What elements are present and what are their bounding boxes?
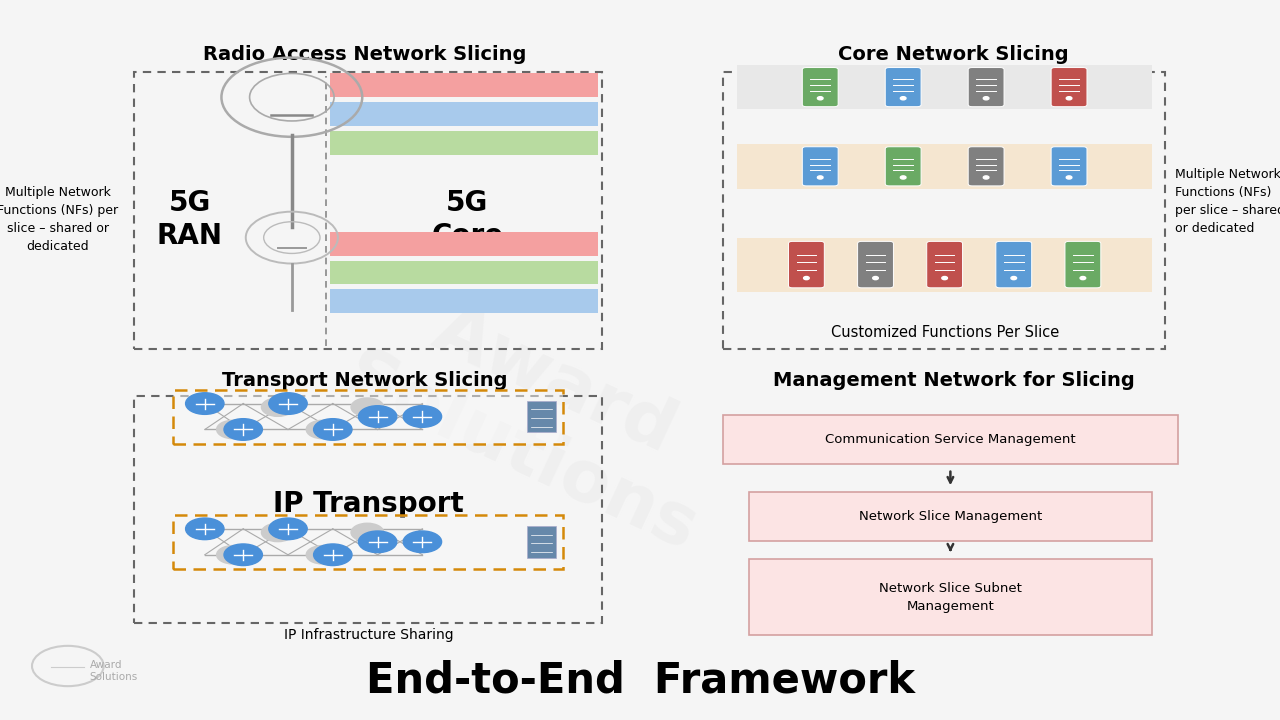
Text: End-to-End  Framework: End-to-End Framework (366, 660, 914, 701)
Bar (134, 72, 602, 349)
Bar (723, 415, 1178, 464)
FancyBboxPatch shape (968, 147, 1004, 186)
Text: 5G
Core: 5G Core (431, 189, 503, 250)
FancyBboxPatch shape (803, 68, 838, 107)
Circle shape (942, 276, 947, 279)
Text: Radio Access Network Slicing: Radio Access Network Slicing (204, 45, 526, 63)
FancyBboxPatch shape (1051, 68, 1087, 107)
Circle shape (306, 420, 339, 438)
Bar (749, 492, 1152, 541)
Text: Award: Award (90, 660, 122, 670)
FancyBboxPatch shape (788, 241, 824, 288)
Bar (749, 559, 1152, 635)
Circle shape (351, 523, 384, 541)
Circle shape (269, 393, 307, 415)
Circle shape (314, 544, 352, 566)
Circle shape (186, 518, 224, 540)
FancyBboxPatch shape (968, 68, 1004, 107)
Bar (330, 232, 598, 256)
Text: Communication Service Management: Communication Service Management (826, 433, 1075, 446)
Circle shape (1066, 96, 1071, 100)
Text: IP Infrastructure Sharing: IP Infrastructure Sharing (284, 628, 453, 642)
Circle shape (224, 419, 262, 441)
FancyBboxPatch shape (858, 241, 893, 288)
Circle shape (900, 176, 906, 179)
Bar (134, 396, 602, 623)
Text: IP Transport: IP Transport (273, 490, 465, 518)
Bar (330, 289, 598, 313)
Circle shape (818, 96, 823, 100)
Bar (737, 65, 1152, 109)
Text: Transport Network Slicing: Transport Network Slicing (221, 371, 508, 390)
Bar (173, 390, 563, 444)
Bar (330, 102, 598, 126)
Circle shape (314, 419, 352, 441)
Circle shape (358, 405, 397, 427)
Circle shape (1011, 276, 1016, 279)
Circle shape (261, 523, 294, 541)
Circle shape (224, 544, 262, 566)
Circle shape (403, 531, 442, 553)
FancyBboxPatch shape (886, 68, 922, 107)
Text: Network Slice Management: Network Slice Management (859, 510, 1042, 523)
Circle shape (983, 176, 989, 179)
Circle shape (403, 405, 442, 427)
Circle shape (804, 276, 809, 279)
Text: Solutions: Solutions (90, 672, 138, 682)
Bar (527, 526, 556, 557)
Circle shape (261, 398, 294, 416)
Text: Core Network Slicing: Core Network Slicing (838, 45, 1069, 63)
Bar (173, 390, 563, 444)
Bar (330, 131, 598, 155)
FancyBboxPatch shape (996, 241, 1032, 288)
Circle shape (873, 276, 878, 279)
Bar (173, 515, 563, 569)
Text: Network Slice Subnet
Management: Network Slice Subnet Management (879, 582, 1021, 613)
Text: Multiple Network
Functions (NFs) per
slice – shared or
dedicated: Multiple Network Functions (NFs) per sli… (0, 186, 118, 253)
Circle shape (216, 546, 250, 564)
Text: Award
Solutions: Award Solutions (333, 269, 742, 566)
Circle shape (306, 546, 339, 564)
Bar (527, 400, 556, 432)
Circle shape (818, 176, 823, 179)
Text: 5G Core: 5G Core (877, 158, 1012, 187)
Text: 5G
RAN: 5G RAN (156, 189, 223, 250)
FancyBboxPatch shape (1065, 241, 1101, 288)
Text: Customized Functions Per Slice: Customized Functions Per Slice (831, 325, 1059, 340)
Bar (330, 261, 598, 284)
Bar (737, 238, 1152, 292)
Circle shape (358, 531, 397, 553)
Circle shape (983, 96, 989, 100)
Circle shape (351, 398, 384, 416)
Circle shape (186, 393, 224, 415)
FancyBboxPatch shape (1051, 147, 1087, 186)
Circle shape (1080, 276, 1085, 279)
Bar (330, 73, 598, 97)
FancyBboxPatch shape (886, 147, 922, 186)
Text: Multiple Network
Functions (NFs)
per slice – shared
or dedicated: Multiple Network Functions (NFs) per sli… (1175, 168, 1280, 235)
Circle shape (269, 518, 307, 540)
Text: Management Network for Slicing: Management Network for Slicing (773, 371, 1134, 390)
Circle shape (900, 96, 906, 100)
Bar (173, 515, 563, 569)
FancyBboxPatch shape (927, 241, 963, 288)
Bar (723, 72, 1165, 349)
Circle shape (1066, 176, 1071, 179)
Bar (737, 144, 1152, 189)
Circle shape (216, 420, 250, 438)
FancyBboxPatch shape (803, 147, 838, 186)
